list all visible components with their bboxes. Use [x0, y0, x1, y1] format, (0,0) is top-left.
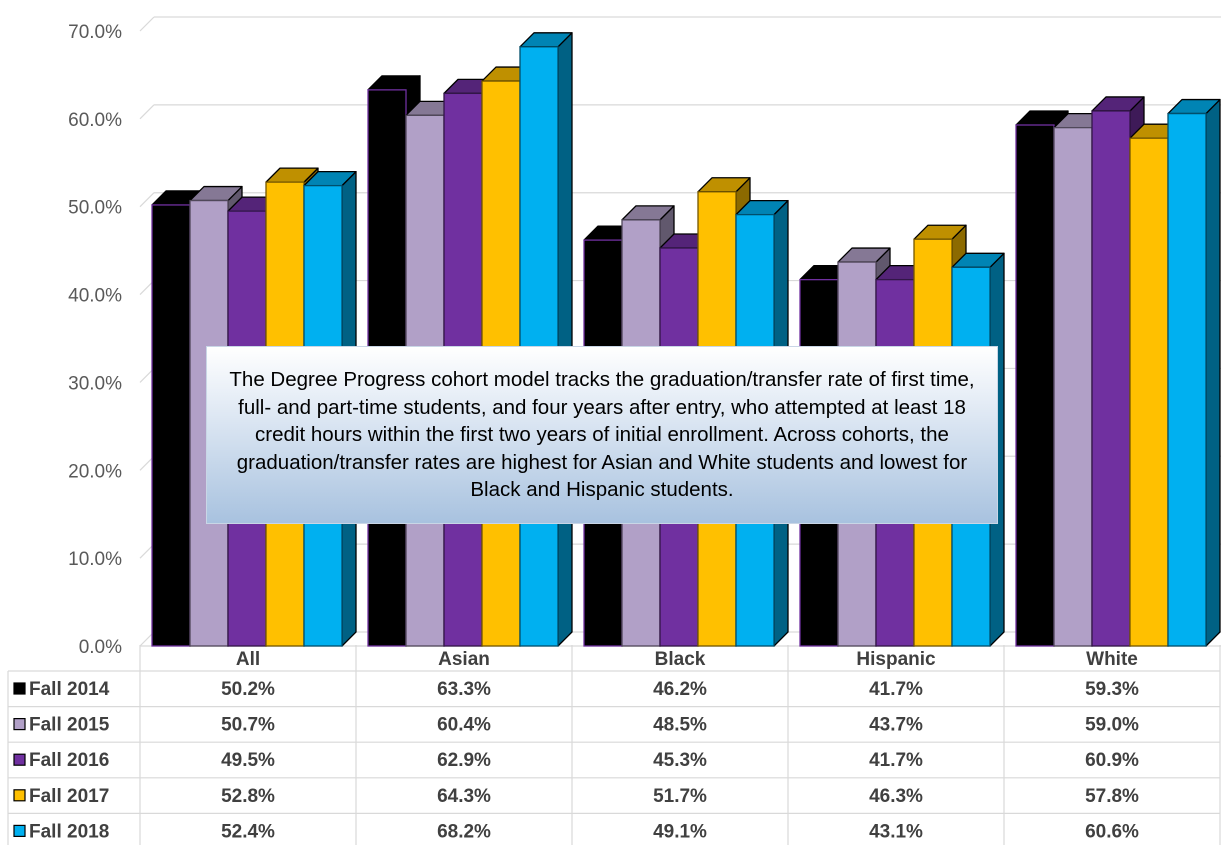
data-label: 46.3%: [869, 786, 923, 807]
legend-label: Fall 2017: [29, 786, 109, 807]
category-label: All: [236, 649, 260, 670]
bar-front: [1167, 112, 1207, 647]
data-table: All Asian Black Hispanic White Fall 2014 50.2%…: [7, 645, 1221, 845]
data-label: 52.4%: [221, 821, 275, 842]
category-label: Asian: [438, 649, 490, 670]
data-label: 52.8%: [221, 786, 275, 807]
category-label: Black: [655, 649, 706, 670]
data-label: 68.2%: [437, 821, 491, 842]
bar-front: [1015, 124, 1055, 647]
data-label: 46.2%: [653, 679, 707, 700]
data-label: 62.9%: [437, 750, 491, 771]
data-label: 60.9%: [1085, 750, 1139, 771]
y-tick-label: 70.0%: [68, 22, 122, 43]
data-label: 49.5%: [221, 750, 275, 771]
bar: [519, 32, 573, 647]
legend-label: Fall 2018: [29, 821, 109, 842]
y-tick-label: 40.0%: [68, 286, 122, 307]
category-label: Hispanic: [856, 649, 936, 670]
bar-side: [557, 32, 573, 647]
data-label: 50.2%: [221, 679, 275, 700]
bar-side: [1205, 98, 1221, 647]
legend-label: Fall 2016: [29, 750, 109, 771]
data-label: 59.3%: [1085, 679, 1139, 700]
data-label: 60.4%: [437, 715, 491, 736]
legend-key: [13, 682, 26, 695]
data-label: 45.3%: [653, 750, 707, 771]
legend-key: [13, 824, 26, 838]
data-label: 59.0%: [1085, 715, 1139, 736]
bar-front: [1129, 137, 1169, 647]
data-label: 49.1%: [653, 821, 707, 842]
legend-key: [13, 789, 26, 802]
y-tick-label: 60.0%: [68, 110, 122, 131]
y-tick-label: 20.0%: [68, 461, 122, 482]
y-tick-label: 0.0%: [79, 637, 122, 658]
data-label: 57.8%: [1085, 786, 1139, 807]
data-label: 48.5%: [653, 715, 707, 736]
y-tick-label: 10.0%: [68, 549, 122, 570]
data-label: 63.3%: [437, 679, 491, 700]
data-label: 64.3%: [437, 786, 491, 807]
annotation-box: The Degree Progress cohort model tracks …: [206, 346, 998, 524]
category-label: White: [1086, 649, 1138, 670]
data-label: 50.7%: [221, 715, 275, 736]
bar-front: [1053, 126, 1093, 647]
y-tick-label: 50.0%: [68, 198, 122, 219]
data-label: 41.7%: [869, 679, 923, 700]
gridline-depth: [139, 16, 155, 32]
legend-key: [13, 717, 26, 731]
legend-key: [13, 753, 26, 766]
data-label: 43.7%: [869, 715, 923, 736]
gridline-depth: [139, 192, 155, 208]
bar-front: [1091, 110, 1131, 647]
data-label: 43.1%: [869, 821, 923, 842]
bar-front: [151, 204, 191, 647]
bar: [1167, 98, 1221, 647]
data-label: 51.7%: [653, 786, 707, 807]
annotation-text: The Degree Progress cohort model tracks …: [229, 368, 975, 502]
data-label: 60.6%: [1085, 821, 1139, 842]
y-tick-label: 30.0%: [68, 373, 122, 394]
legend-label: Fall 2014: [29, 679, 110, 700]
legend-label: Fall 2015: [29, 715, 110, 736]
y-axis: 0.0% 10.0% 20.0% 30.0% 40.0% 50.0% 60.0% 70.0%: [68, 22, 122, 658]
data-label: 41.7%: [869, 750, 923, 771]
gridline-depth: [139, 104, 155, 120]
bars: [151, 32, 1221, 647]
